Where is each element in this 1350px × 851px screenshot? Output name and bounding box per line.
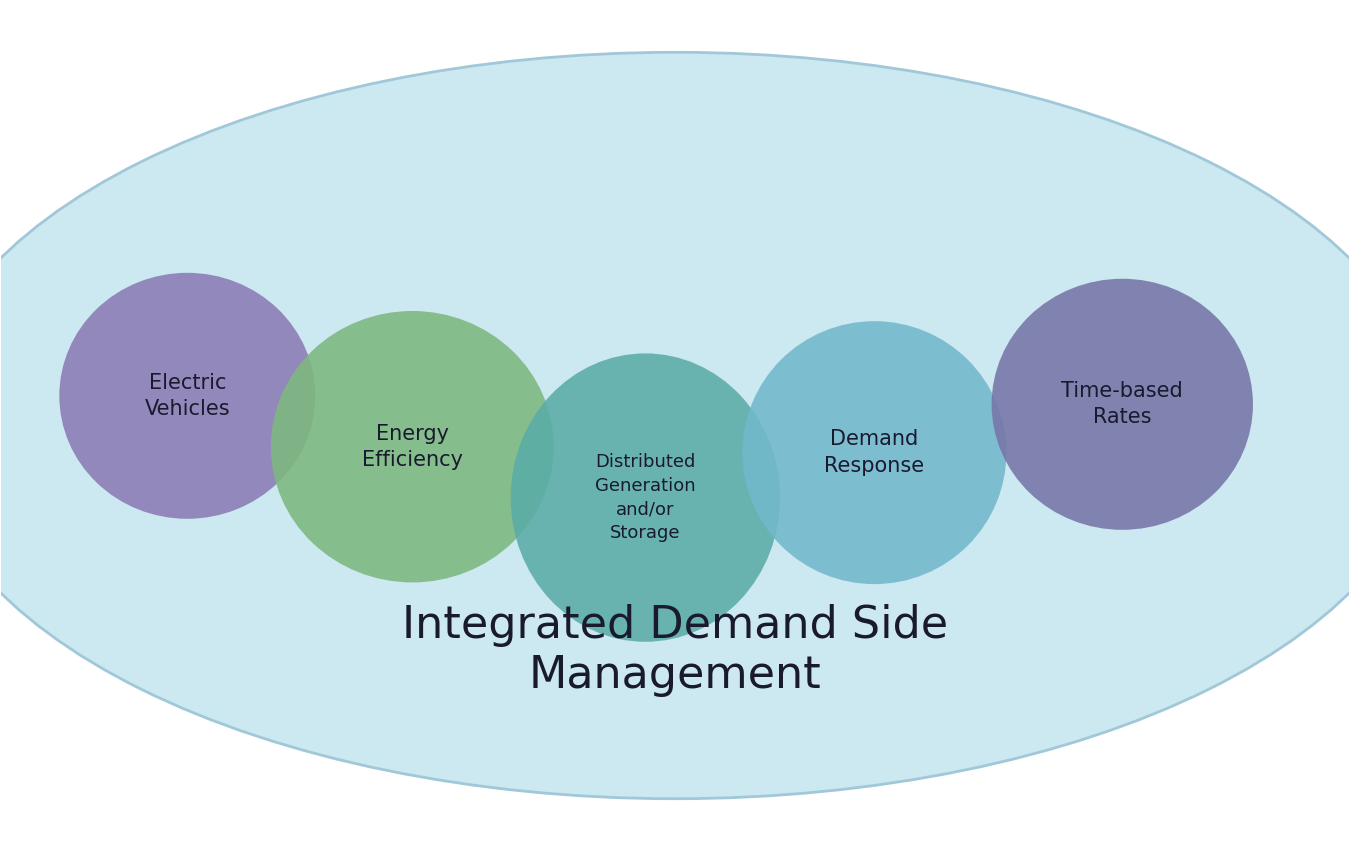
Ellipse shape	[59, 273, 316, 519]
Text: Electric
Vehicles: Electric Vehicles	[144, 373, 230, 419]
Text: Demand
Response: Demand Response	[825, 430, 925, 476]
Text: Integrated Demand Side
Management: Integrated Demand Side Management	[402, 604, 948, 697]
Ellipse shape	[992, 279, 1253, 530]
Ellipse shape	[510, 353, 780, 642]
Ellipse shape	[271, 311, 554, 582]
Ellipse shape	[743, 321, 1006, 584]
Text: Distributed
Generation
and/or
Storage: Distributed Generation and/or Storage	[595, 454, 695, 542]
Text: Energy
Efficiency: Energy Efficiency	[362, 424, 463, 470]
Ellipse shape	[0, 52, 1350, 799]
Text: Time-based
Rates: Time-based Rates	[1061, 381, 1183, 427]
